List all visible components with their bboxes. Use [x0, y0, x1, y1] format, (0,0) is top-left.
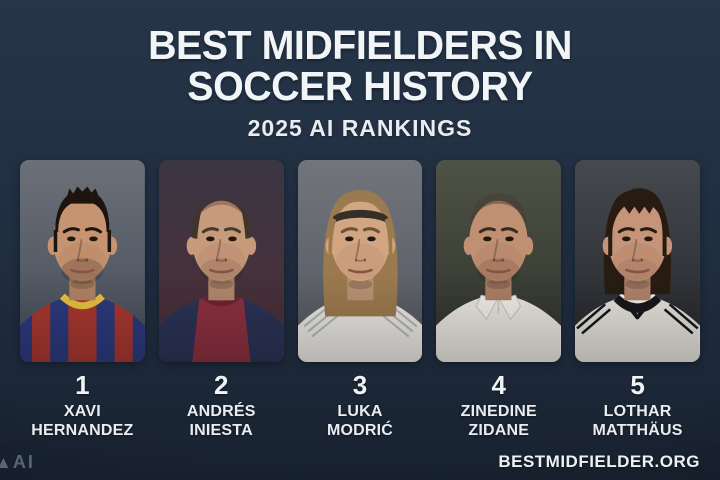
rank-label: 4 [491, 370, 507, 400]
player-name-line1: XAVI [63, 403, 101, 420]
ai-watermark: ▲ AI [0, 452, 35, 473]
player-name-line2: MATTHÄUS [592, 421, 683, 439]
player-name-line1: LOTHAR [603, 403, 672, 420]
player-photo [297, 160, 423, 362]
player-name-line2: ZIDANE [468, 421, 530, 439]
player-name-line2: INIESTA [189, 421, 253, 439]
player-column-5: 5 LOTHAR MATTHÄUS [575, 160, 700, 440]
page-title: BEST MIDFIELDERS IN SOCCER HISTORY [14, 25, 705, 107]
page-title-line1: BEST MIDFIELDERS IN [148, 22, 572, 68]
player-cards-row: 1 XAVI HERNANDEZ 2 ANDRÉS INIESTA 3 LUKA… [20, 160, 700, 440]
player-photo [575, 160, 700, 362]
rank-label: 2 [213, 370, 229, 400]
rank-label: 3 [352, 370, 368, 400]
player-name-line1: ZINEDINE [460, 403, 537, 420]
player-name: ANDRÉS INIESTA [187, 403, 256, 440]
player-column-2: 2 ANDRÉS INIESTA [158, 160, 284, 440]
player-column-4: 4 ZINEDINE ZIDANE [436, 160, 562, 440]
rank-label: 5 [630, 370, 645, 400]
player-name-line2: HERNANDEZ [31, 421, 134, 439]
website-url: BESTMIDFIELDER.ORG [498, 452, 700, 471]
player-name-line2: MODRIĆ [326, 421, 394, 439]
player-name: ZINEDINE ZIDANE [461, 403, 537, 440]
player-name: LUKA MODRIĆ [327, 403, 393, 440]
player-photo [436, 160, 562, 362]
player-photo [20, 160, 145, 362]
player-name: LOTHAR MATTHÄUS [592, 403, 682, 440]
player-column-1: 1 XAVI HERNANDEZ [20, 160, 145, 440]
player-column-3: 3 LUKA MODRIĆ [297, 160, 423, 440]
page-title-line2: SOCCER HISTORY [187, 63, 533, 109]
poster-header: BEST MIDFIELDERS IN SOCCER HISTORY 2025 … [0, 0, 720, 142]
rank-label: 1 [75, 370, 90, 400]
watermark-label: AI [12, 452, 35, 472]
player-name-line1: ANDRÉS [186, 403, 256, 420]
page-subtitle: 2025 AI RANKINGS [247, 115, 473, 141]
player-name-line1: LUKA [337, 403, 383, 420]
player-name: XAVI HERNANDEZ [31, 403, 133, 440]
triangle-icon: ▲ [0, 452, 12, 472]
player-photo [158, 160, 284, 362]
